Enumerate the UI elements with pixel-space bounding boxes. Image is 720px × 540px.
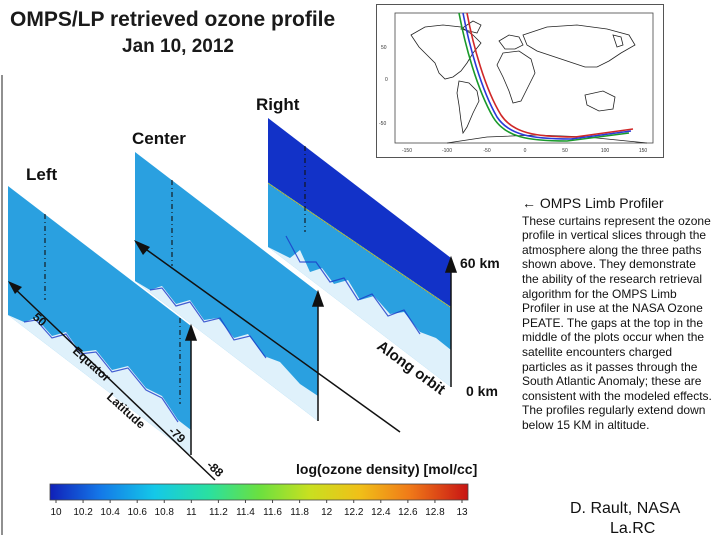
colorbar-tick-label: 12	[321, 507, 333, 518]
panel-label-right: Right	[256, 95, 300, 114]
colorbar-tick-label: 10.2	[73, 507, 93, 518]
caption-body-extra: The profiles regularly extend down below…	[522, 403, 714, 432]
colorbar-tick-label: 12.2	[344, 507, 364, 518]
caption-panel: ← OMPS Limb Profiler These curtains repr…	[522, 196, 714, 433]
colorbar-tick-label: 11.8	[290, 507, 309, 518]
panel-label-center: Center	[132, 129, 186, 148]
colorbar-tick-label: 12.4	[371, 507, 391, 518]
colorbar-ticks: 10 10.2 10.4 10.6 10.8 11 11.2 11.4 11.6 11.8 12 12…	[50, 500, 468, 518]
caption-heading: ← OMPS Limb Profiler	[522, 196, 714, 211]
colorbar-tick-label: 11.2	[209, 507, 228, 518]
author-name: D. Rault, NASA	[570, 500, 680, 518]
colorbar-tick-label: 11.4	[236, 507, 255, 518]
colorbar-tick-label: 10.8	[155, 507, 175, 518]
lat-tick-50: 50	[381, 45, 387, 51]
author-org: La.RC	[610, 520, 655, 538]
colorbar-tick-label: 11.6	[263, 507, 282, 518]
colorbar-tick-label: 12.8	[425, 507, 445, 518]
ozone-curtains-figure: Left Center Right 60 km 0 km Along orbit…	[0, 60, 515, 540]
panel-label-left: Left	[26, 165, 58, 184]
lon-tick-7: 150	[639, 148, 648, 154]
altitude-label-0km: 0 km	[466, 383, 498, 399]
page-subtitle-date: Jan 10, 2012	[122, 36, 234, 58]
colorbar-tick-label: 10.6	[127, 507, 147, 518]
colorbar-tick-label: 12.6	[398, 507, 418, 518]
lon-tick-5: 50	[562, 148, 568, 154]
colorbar-tick-label: 10	[50, 507, 62, 518]
lon-tick-4: 0	[524, 148, 527, 154]
colorbar-title: log(ozone density) [mol/cc]	[296, 461, 477, 477]
colorbar-tick-label: 13	[456, 507, 468, 518]
colorbar-tick-label: 10.4	[100, 507, 120, 518]
colorbar-tick-label: 11	[186, 507, 197, 518]
page-title: OMPS/LP retrieved ozone profile	[10, 8, 335, 32]
lat-label-minus88: -88	[204, 458, 226, 480]
caption-body: These curtains represent the ozone profi…	[522, 214, 714, 404]
colorbar	[50, 484, 468, 500]
altitude-label-60km: 60 km	[460, 255, 500, 271]
lon-tick-6: 100	[601, 148, 610, 154]
